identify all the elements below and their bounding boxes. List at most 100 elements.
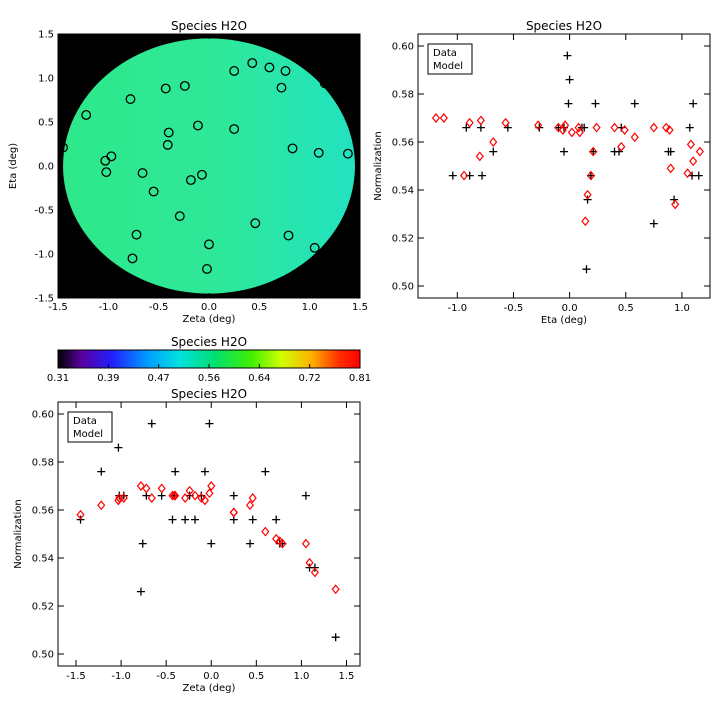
data-point: [564, 99, 573, 108]
heatmap-panel: Species H2O -1.5-1.5 -1.0 -1.0 -0.5 -0.5 0.0 0.…: [8, 19, 368, 325]
data-point: [138, 539, 147, 548]
scatter-ytick-label: 0.60: [32, 410, 54, 421]
scatter-xtick-label: 0.5: [618, 303, 634, 314]
map-xtick-label: 1.5: [352, 302, 368, 313]
data-point: [181, 515, 190, 524]
colorbar-tick-label: 0.64: [248, 373, 270, 384]
map-point: [131, 229, 142, 240]
data-point: [248, 515, 257, 524]
map-xtick-label: 0.5: [251, 302, 267, 313]
model-point: [76, 509, 85, 520]
map-point: [197, 169, 207, 180]
model-point: [671, 199, 680, 210]
map-point: [264, 62, 275, 73]
scatter-ytick-label: 0.50: [32, 650, 54, 661]
model-point: [245, 500, 255, 511]
legend-data-label: Data: [73, 416, 97, 427]
model-point: [475, 151, 484, 162]
data-point: [689, 99, 698, 108]
scatter-ytick-label: 0.58: [32, 458, 54, 469]
map-point: [127, 253, 138, 264]
scatter-xlabel: Eta (deg): [541, 315, 587, 326]
model-point: [575, 127, 584, 138]
colorbar-title: Species H2O: [171, 335, 247, 349]
map-point: [204, 239, 214, 250]
model-point: [489, 137, 498, 147]
data-point: [114, 443, 123, 452]
map-ytick-label: -1.0: [34, 250, 54, 261]
scatter-title: Species H2O: [171, 387, 247, 401]
map-point: [202, 264, 212, 274]
map-point: [148, 186, 159, 197]
model-point: [574, 122, 583, 133]
data-point: [205, 419, 214, 428]
model-point: [185, 485, 194, 496]
scatter-xtick-label: 0.0: [562, 303, 578, 314]
map-point: [162, 139, 173, 150]
map-ylabel: Eta (deg): [8, 143, 19, 189]
map-title: Species H2O: [171, 19, 247, 33]
legend-box: [427, 43, 473, 75]
data-point: [563, 51, 572, 60]
scatter-frame: [57, 401, 361, 667]
data-point: [478, 171, 487, 180]
model-point: [554, 122, 563, 133]
model-point: [157, 483, 166, 494]
model-point: [205, 488, 214, 499]
scatter-xtick-label: 1.0: [674, 303, 690, 314]
model-point: [561, 120, 570, 131]
model-point: [465, 117, 474, 128]
map-point: [106, 151, 117, 162]
map-ytick-label: 0.0: [38, 162, 54, 173]
scatter-ytick-label: 0.54: [32, 554, 54, 565]
data-point: [489, 147, 498, 156]
scatter-xtick-label: -0.5: [156, 671, 176, 682]
model-point: [190, 490, 200, 501]
scatter-xtick-label: 1.0: [293, 671, 309, 682]
map-xtick-label: 0.0: [201, 302, 217, 313]
map-xtick-label: -1.5: [48, 302, 68, 313]
model-point: [686, 139, 695, 150]
scatter-xtick-label: 0.0: [203, 671, 219, 682]
model-point: [666, 163, 675, 174]
model-point: [171, 490, 180, 501]
map-point: [101, 167, 112, 178]
map-point: [163, 127, 174, 138]
scatter-ytick-label: 0.50: [392, 282, 414, 293]
scatter-xtick-label: -1.0: [111, 671, 131, 682]
data-point: [666, 147, 675, 156]
map-point: [313, 147, 324, 158]
map-point: [58, 142, 68, 153]
scatter-ytick-label: 0.52: [392, 234, 414, 245]
data-point: [168, 515, 177, 524]
legend-data-label: Data: [433, 48, 457, 59]
model-point: [567, 127, 576, 138]
model-point: [310, 567, 320, 578]
map-point: [160, 83, 171, 94]
map-point: [247, 58, 258, 68]
data-point: [191, 515, 200, 524]
data-point: [147, 419, 156, 428]
scatter-xtick-label: 1.5: [339, 671, 355, 682]
data-point: [246, 539, 255, 548]
model-point: [617, 141, 626, 152]
map-point: [137, 168, 148, 178]
legend-model-label: Model: [73, 429, 103, 440]
map-point: [229, 66, 240, 76]
data-point: [301, 491, 310, 500]
map-point: [319, 78, 330, 89]
data-point: [207, 539, 216, 548]
colorbar-tick-label: 0.47: [148, 373, 170, 384]
legend-box: [67, 411, 113, 443]
data-point: [582, 265, 591, 274]
data-point: [229, 491, 238, 500]
data-point: [136, 587, 145, 596]
model-point: [589, 146, 598, 157]
data-point: [630, 99, 639, 108]
scatter-ytick-label: 0.54: [392, 186, 414, 197]
data-point: [462, 123, 471, 132]
map-point: [309, 242, 320, 253]
model-point: [278, 538, 287, 549]
scatter-ytick-label: 0.52: [32, 602, 54, 613]
map-ytick-label: 1.5: [38, 30, 54, 41]
